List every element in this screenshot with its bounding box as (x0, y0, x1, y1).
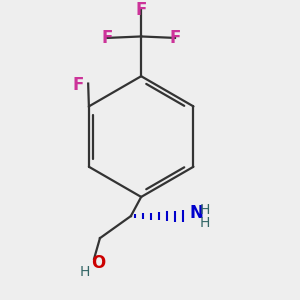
Text: H: H (200, 216, 210, 230)
Text: O: O (91, 254, 106, 272)
Text: F: F (136, 1, 147, 19)
Text: F: F (102, 29, 113, 47)
Text: H: H (200, 203, 210, 217)
Text: F: F (72, 76, 83, 94)
Text: F: F (169, 29, 181, 47)
Text: N: N (190, 203, 204, 221)
Text: H: H (80, 265, 90, 279)
